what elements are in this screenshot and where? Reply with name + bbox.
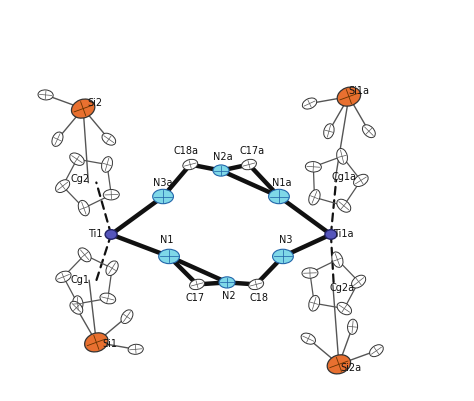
Ellipse shape xyxy=(309,296,319,311)
Ellipse shape xyxy=(273,249,293,263)
Ellipse shape xyxy=(70,153,84,165)
Ellipse shape xyxy=(103,190,119,200)
Text: Ti1: Ti1 xyxy=(88,229,102,239)
Text: Ti1a: Ti1a xyxy=(333,229,353,239)
Ellipse shape xyxy=(159,249,180,263)
Ellipse shape xyxy=(309,190,320,205)
Ellipse shape xyxy=(242,159,256,170)
Ellipse shape xyxy=(128,344,143,354)
Ellipse shape xyxy=(70,301,83,314)
Text: C18a: C18a xyxy=(174,146,199,156)
Ellipse shape xyxy=(153,189,173,204)
Ellipse shape xyxy=(363,125,375,138)
Text: C18: C18 xyxy=(250,294,269,304)
Ellipse shape xyxy=(370,345,383,356)
Ellipse shape xyxy=(183,159,198,170)
Ellipse shape xyxy=(55,180,70,192)
Ellipse shape xyxy=(85,333,108,352)
Text: N1a: N1a xyxy=(273,178,292,188)
Ellipse shape xyxy=(302,98,317,109)
Ellipse shape xyxy=(269,189,289,204)
Ellipse shape xyxy=(337,199,351,212)
Text: N2a: N2a xyxy=(213,152,233,162)
Ellipse shape xyxy=(219,277,235,288)
Ellipse shape xyxy=(354,174,368,186)
Ellipse shape xyxy=(332,252,343,267)
Ellipse shape xyxy=(324,124,334,139)
Text: Cg1a: Cg1a xyxy=(332,172,356,182)
Text: Cg1: Cg1 xyxy=(71,275,90,286)
Ellipse shape xyxy=(78,248,91,262)
Text: Cg2a: Cg2a xyxy=(329,284,354,294)
Ellipse shape xyxy=(337,87,361,106)
Text: Si2: Si2 xyxy=(88,97,103,107)
Text: Si2a: Si2a xyxy=(340,363,362,373)
Ellipse shape xyxy=(102,133,116,145)
Ellipse shape xyxy=(352,275,366,288)
Text: N3: N3 xyxy=(279,235,293,245)
Ellipse shape xyxy=(213,165,229,176)
Ellipse shape xyxy=(72,99,95,118)
Text: N1: N1 xyxy=(160,235,174,245)
Ellipse shape xyxy=(301,333,316,344)
Ellipse shape xyxy=(249,279,264,290)
Text: C17: C17 xyxy=(185,294,205,304)
Text: C17a: C17a xyxy=(240,146,265,156)
Ellipse shape xyxy=(190,279,204,290)
Text: Si1: Si1 xyxy=(103,339,118,349)
Ellipse shape xyxy=(327,355,351,374)
Ellipse shape xyxy=(347,319,357,334)
Ellipse shape xyxy=(100,293,116,304)
Ellipse shape xyxy=(73,296,83,312)
Ellipse shape xyxy=(101,157,112,172)
Ellipse shape xyxy=(56,271,71,282)
Text: Cg2: Cg2 xyxy=(71,174,90,184)
Ellipse shape xyxy=(52,132,63,146)
Ellipse shape xyxy=(38,90,53,100)
Ellipse shape xyxy=(106,261,118,275)
Ellipse shape xyxy=(325,230,337,239)
Ellipse shape xyxy=(302,268,318,278)
Ellipse shape xyxy=(105,230,117,239)
Ellipse shape xyxy=(121,310,133,324)
Ellipse shape xyxy=(305,162,321,172)
Ellipse shape xyxy=(337,148,347,164)
Text: N2: N2 xyxy=(222,292,236,302)
Text: N3a: N3a xyxy=(153,178,173,188)
Ellipse shape xyxy=(78,200,90,216)
Ellipse shape xyxy=(337,302,352,315)
Text: Si1a: Si1a xyxy=(348,85,369,95)
